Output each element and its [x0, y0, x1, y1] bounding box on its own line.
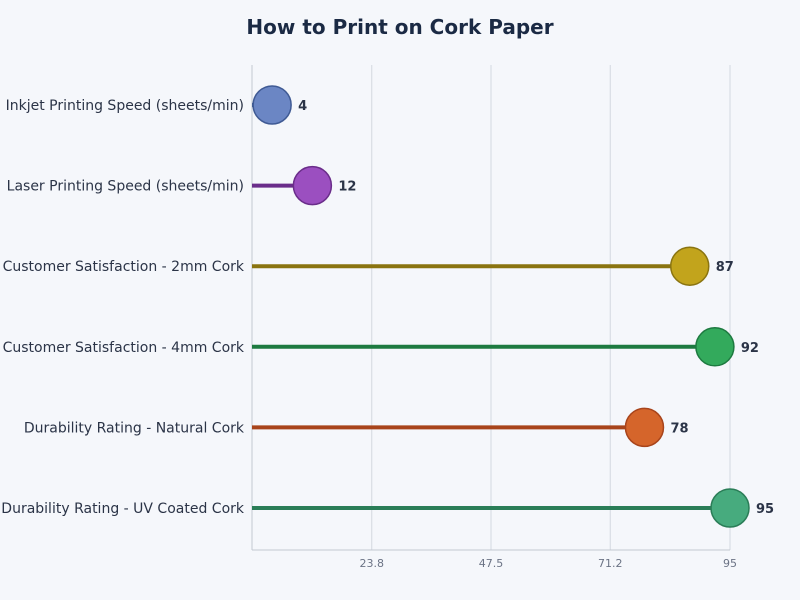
category-label: Durability Rating - Natural Cork: [24, 420, 245, 436]
x-tick-label: 47.5: [479, 557, 504, 570]
x-tick-label: 95: [723, 557, 737, 570]
x-tick-label: 71.2: [598, 557, 623, 570]
mark-layer: [252, 85, 750, 528]
value-label: 95: [756, 502, 774, 517]
category-label: Customer Satisfaction - 2mm Cork: [3, 259, 245, 275]
lollipop-head: [292, 165, 333, 206]
category-label: Customer Satisfaction - 4mm Cork: [3, 340, 245, 356]
axis-layer: [251, 65, 730, 551]
value-label: 78: [670, 421, 688, 436]
value-label: 4: [298, 99, 307, 114]
value-label: 87: [716, 260, 734, 275]
label-layer: 23.8 47.5 71.2 95 Inkjet Printing Speed (she…: [1, 98, 774, 570]
category-label: Durability Rating - UV Coated Cork: [1, 501, 245, 517]
lollipop-head: [710, 488, 750, 528]
category-label: Laser Printing Speed (sheets/min): [7, 179, 244, 195]
lollipop-head: [252, 85, 292, 125]
grid-layer: [371, 65, 731, 550]
lollipop-head: [669, 246, 710, 286]
lollipop-head: [695, 327, 735, 367]
value-label: 92: [741, 341, 759, 356]
category-label: Inkjet Printing Speed (sheets/min): [6, 98, 244, 114]
chart-title: How to Print on Cork Paper: [246, 15, 553, 39]
lollipop-head: [624, 407, 665, 448]
value-label: 12: [338, 180, 356, 195]
x-tick-label: 23.8: [360, 557, 385, 570]
